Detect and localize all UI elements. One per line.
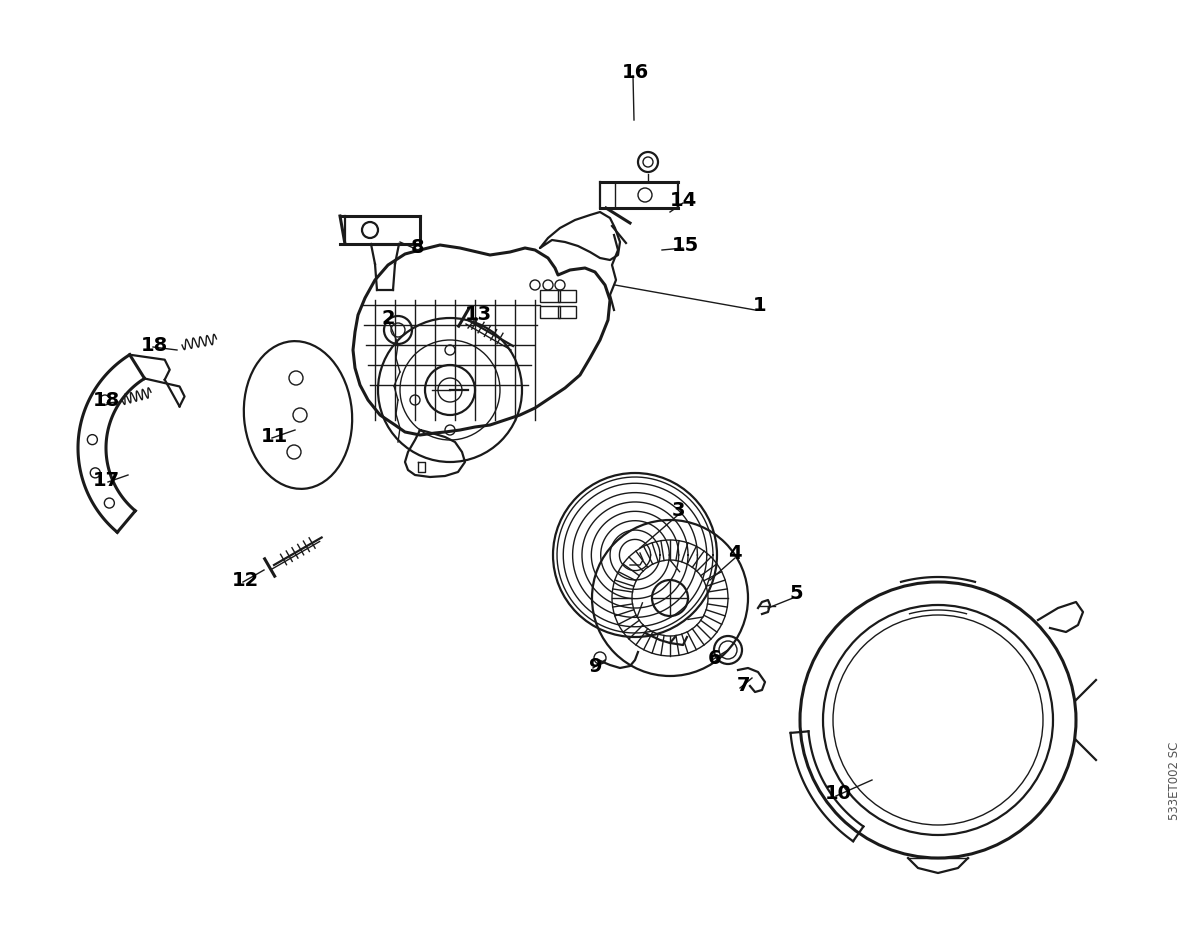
Text: 14: 14 (670, 190, 697, 209)
Text: 8: 8 (412, 238, 425, 257)
Text: 10: 10 (824, 783, 852, 802)
Bar (540, 306, 560, 318)
Bar (558, 306, 576, 318)
Text: 18: 18 (140, 335, 168, 354)
Text: 6: 6 (708, 649, 722, 668)
Text: 16: 16 (622, 63, 649, 81)
Text: 13: 13 (464, 305, 492, 324)
Text: 5: 5 (790, 583, 803, 602)
Text: 2: 2 (382, 309, 395, 328)
Text: 17: 17 (92, 471, 120, 490)
Text: 9: 9 (589, 656, 602, 675)
Text: 12: 12 (232, 570, 259, 589)
Text: 18: 18 (92, 390, 120, 409)
Text: 533ET002 SC: 533ET002 SC (1169, 742, 1182, 820)
Text: 15: 15 (671, 236, 698, 255)
Bar (558, 290, 576, 302)
Text: 4: 4 (728, 544, 742, 563)
Text: 1: 1 (754, 295, 767, 314)
Text: 11: 11 (260, 426, 288, 445)
Text: 7: 7 (737, 675, 750, 694)
Bar (540, 290, 560, 302)
Text: 3: 3 (671, 501, 685, 520)
